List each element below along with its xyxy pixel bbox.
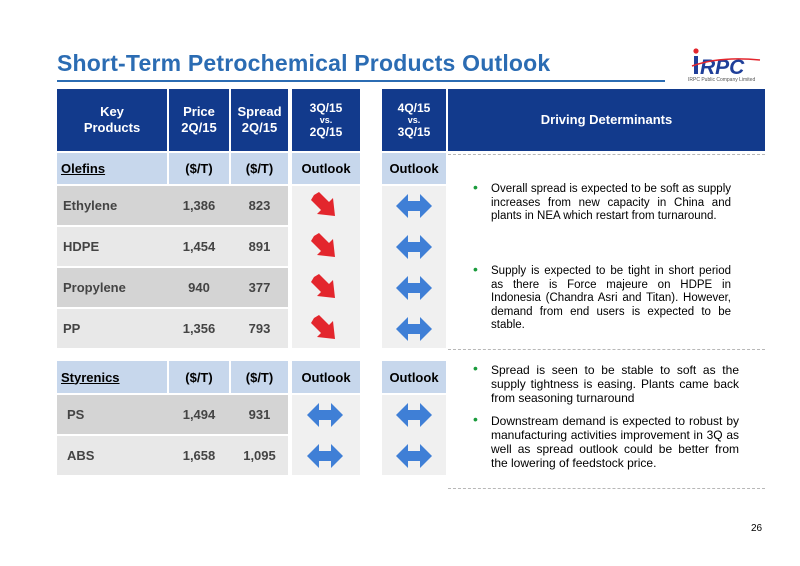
divider <box>448 488 765 489</box>
col-bg-3q-styrenics <box>292 395 360 475</box>
bullet-dot-icon: • <box>473 411 478 427</box>
divider <box>448 154 765 155</box>
table-row-spread: 793 <box>248 321 271 336</box>
list-item: • Overall spread is expected to be soft … <box>473 179 731 222</box>
table-row-price: 940 <box>188 280 210 295</box>
header-spread: Spread 2Q/15 <box>231 89 288 151</box>
styrenics-outlook-4q: Outlook <box>382 361 446 393</box>
blue-double-arrow-icon <box>396 194 432 218</box>
blue-double-arrow-icon <box>396 444 432 468</box>
table-row-price: 1,356 <box>182 321 216 336</box>
list-item: • Spread is seen to be stable to soft as… <box>473 360 739 405</box>
col-bg-4q-olefins <box>382 186 446 348</box>
table-row-spread: 377 <box>248 280 271 295</box>
table-row-spread: 823 <box>248 198 271 213</box>
red-down-arrow-icon <box>311 274 335 298</box>
table-row-name: PS <box>67 407 85 422</box>
bullet-dot-icon: • <box>473 360 478 376</box>
section-styrenics: Styrenics <box>57 361 167 393</box>
red-down-arrow-icon <box>311 233 335 257</box>
table-row-spread: 891 <box>248 239 271 254</box>
styrenics-outlook-3q: Outlook <box>292 361 360 393</box>
header-4q-vs-3q: 4Q/15 vs. 3Q/15 <box>382 89 446 151</box>
red-down-arrow-icon <box>311 315 335 339</box>
bullet-dot-icon: • <box>473 261 478 277</box>
table-row-price: 1,454 <box>182 239 216 254</box>
blue-double-arrow-icon <box>307 444 343 468</box>
table-row-name: Ethylene <box>63 198 118 213</box>
row-bg-ethylene <box>57 186 288 225</box>
blue-double-arrow-icon <box>396 403 432 427</box>
blue-double-arrow-icon <box>396 317 432 341</box>
table-row-name: HDPE <box>63 239 100 254</box>
olefins-unit-spread: ($/T) <box>231 153 288 184</box>
olefins-outlook-4q: Outlook <box>382 153 446 184</box>
table-row-price: 1,494 <box>182 407 216 422</box>
table-row-spread: 1,095 <box>243 448 276 463</box>
blue-double-arrow-icon <box>396 276 432 300</box>
table-row-price: 1,658 <box>182 448 216 463</box>
list-item: • Downstream demand is expected to robus… <box>473 411 739 470</box>
header-3q-vs-2q: 3Q/15 vs. 2Q/15 <box>292 89 360 151</box>
styrenics-unit-price: ($/T) <box>169 361 229 393</box>
table-row-name: Propylene <box>63 280 126 295</box>
title-underline <box>57 80 665 82</box>
header-driving-determinants: Driving Determinants <box>448 89 765 151</box>
table-row-price: 1,386 <box>182 198 216 213</box>
row-bg-propylene <box>57 268 288 307</box>
row-bg-pp <box>57 309 288 348</box>
list-item: • Supply is expected to be tight in shor… <box>473 261 731 331</box>
table-row-name: PP <box>63 321 81 336</box>
olefins-outlook-3q: Outlook <box>292 153 360 184</box>
blue-double-arrow-icon <box>307 403 343 427</box>
header-price: Price 2Q/15 <box>169 89 229 151</box>
table-row-spread: 931 <box>248 407 271 422</box>
irpc-logo: RPC <box>691 48 761 79</box>
olefins-unit-price: ($/T) <box>169 153 229 184</box>
section-olefins: Olefins <box>57 153 167 184</box>
row-bg-hdpe <box>57 227 288 266</box>
blue-double-arrow-icon <box>396 235 432 259</box>
divider <box>448 349 765 350</box>
red-down-arrow-icon <box>311 192 335 216</box>
page-title: Short-Term Petrochemical Products Outloo… <box>57 50 551 76</box>
styrenics-unit-spread: ($/T) <box>231 361 288 393</box>
logo-subtitle: IRPC Public Company Limited <box>688 77 756 83</box>
row-bg-ps <box>57 395 288 434</box>
table-row-name: ABS <box>67 448 95 463</box>
col-bg-4q-styrenics <box>382 395 446 475</box>
bullet-dot-icon: • <box>473 179 478 195</box>
row-bg-abs <box>57 436 288 475</box>
page-number: 26 <box>751 523 763 534</box>
header-key-products: Key Products <box>57 89 167 151</box>
